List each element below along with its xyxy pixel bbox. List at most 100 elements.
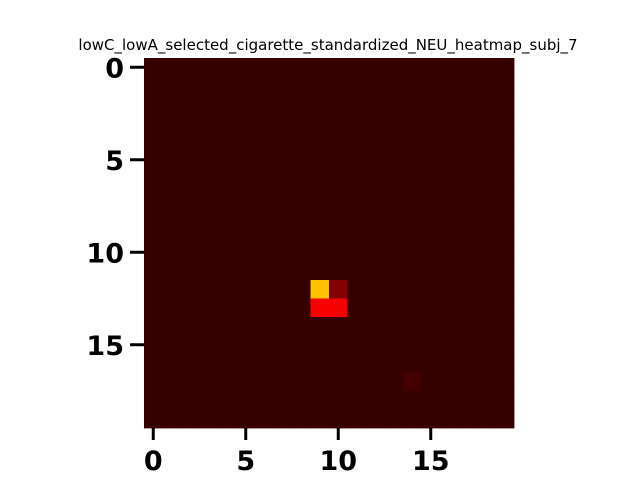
heatmap-cell-14-11 <box>347 317 367 336</box>
heatmap-cell-1-10 <box>329 76 348 96</box>
heatmap-cell-3-18 <box>477 113 496 133</box>
heatmap-cell-12-10 <box>329 280 348 299</box>
heatmap-cell-15-6 <box>255 335 274 355</box>
heatmap-cell-5-8 <box>292 150 311 170</box>
heatmap-cell-18-18 <box>477 391 496 410</box>
heatmap-cell-5-5 <box>236 150 256 170</box>
heatmap-cell-6-11 <box>347 169 367 188</box>
heatmap-cell-2-5 <box>236 95 256 114</box>
x-tick-label-10: 10 <box>319 446 357 477</box>
heatmap-cell-18-2 <box>181 391 200 410</box>
heatmap-cell-13-6 <box>255 298 274 318</box>
heatmap-cell-19-7 <box>273 409 293 429</box>
heatmap-cell-14-13 <box>384 317 404 336</box>
heatmap-cell-1-7 <box>273 76 293 96</box>
heatmap-cell-12-13 <box>384 280 404 299</box>
heatmap-cell-5-9 <box>310 150 330 170</box>
heatmap-cell-8-1 <box>162 206 182 225</box>
heatmap-cell-3-5 <box>236 113 256 133</box>
heatmap-cell-9-9 <box>310 224 330 244</box>
heatmap-cell-8-7 <box>273 206 293 225</box>
heatmap-cell-0-5 <box>236 58 256 77</box>
heatmap-cell-8-13 <box>384 206 404 225</box>
heatmap-cell-4-2 <box>181 132 200 151</box>
heatmap-cell-2-19 <box>495 95 515 114</box>
heatmap-cell-12-5 <box>236 280 256 299</box>
heatmap-cell-1-0 <box>144 76 163 96</box>
heatmap-cell-7-8 <box>292 187 311 207</box>
heatmap-cell-12-16 <box>440 280 459 299</box>
heatmap-cell-17-3 <box>199 372 219 392</box>
heatmap-cell-16-1 <box>162 354 182 373</box>
heatmap-cell-4-6 <box>255 132 274 151</box>
heatmap-cell-11-17 <box>458 261 478 281</box>
heatmap-cell-5-10 <box>329 150 348 170</box>
heatmap-cell-16-5 <box>236 354 256 373</box>
heatmap-cell-15-1 <box>162 335 182 355</box>
heatmap-cell-12-4 <box>218 280 237 299</box>
heatmap-cell-12-3 <box>199 280 219 299</box>
heatmap-cell-6-19 <box>495 169 515 188</box>
heatmap-cell-6-2 <box>181 169 200 188</box>
heatmap-cell-9-7 <box>273 224 293 244</box>
heatmap-cell-3-12 <box>366 113 385 133</box>
heatmap-cell-2-13 <box>384 95 404 114</box>
heatmap-cell-18-4 <box>218 391 237 410</box>
heatmap-cell-2-15 <box>421 95 441 114</box>
heatmap-cell-0-19 <box>495 58 515 77</box>
heatmap-cell-17-7 <box>273 372 293 392</box>
heatmap-cell-7-6 <box>255 187 274 207</box>
heatmap-cell-7-2 <box>181 187 200 207</box>
heatmap-cell-13-0 <box>144 298 163 318</box>
heatmap-cell-17-17 <box>458 372 478 392</box>
heatmap-cell-0-8 <box>292 58 311 77</box>
heatmap-cell-11-10 <box>329 261 348 281</box>
heatmap-cell-12-1 <box>162 280 182 299</box>
heatmap-cell-12-18 <box>477 280 496 299</box>
heatmap-cell-5-0 <box>144 150 163 170</box>
heatmap-cell-7-10 <box>329 187 348 207</box>
heatmap-cell-8-16 <box>440 206 459 225</box>
heatmap-cell-7-1 <box>162 187 182 207</box>
heatmap-cell-19-9 <box>310 409 330 429</box>
heatmap-cell-6-0 <box>144 169 163 188</box>
heatmap-cell-12-19 <box>495 280 515 299</box>
heatmap-cell-2-11 <box>347 95 367 114</box>
heatmap-cell-18-9 <box>310 391 330 410</box>
heatmap-cell-11-6 <box>255 261 274 281</box>
heatmap-cell-1-9 <box>310 76 330 96</box>
heatmap-cell-4-1 <box>162 132 182 151</box>
heatmap-cell-10-17 <box>458 243 478 262</box>
heatmap-cell-13-12 <box>366 298 385 318</box>
heatmap-cell-5-1 <box>162 150 182 170</box>
heatmap-cell-4-17 <box>458 132 478 151</box>
heatmap-cell-16-9 <box>310 354 330 373</box>
heatmap-cell-9-19 <box>495 224 515 244</box>
heatmap-cell-14-17 <box>458 317 478 336</box>
heatmap-cell-5-4 <box>218 150 237 170</box>
heatmap-cell-12-2 <box>181 280 200 299</box>
heatmap-cell-16-15 <box>421 354 441 373</box>
heatmap-cell-16-11 <box>347 354 367 373</box>
heatmap-cells <box>144 58 515 429</box>
heatmap-cell-3-19 <box>495 113 515 133</box>
heatmap-cell-1-2 <box>181 76 200 96</box>
heatmap-cell-15-16 <box>440 335 459 355</box>
heatmap-cell-11-14 <box>403 261 422 281</box>
heatmap-cell-13-13 <box>384 298 404 318</box>
heatmap-cell-2-0 <box>144 95 163 114</box>
heatmap-cell-12-6 <box>255 280 274 299</box>
heatmap-cell-14-0 <box>144 317 163 336</box>
heatmap-cell-3-17 <box>458 113 478 133</box>
heatmap-cell-6-7 <box>273 169 293 188</box>
heatmap-cell-13-1 <box>162 298 182 318</box>
heatmap-cell-17-18 <box>477 372 496 392</box>
heatmap-cell-5-3 <box>199 150 219 170</box>
heatmap-cell-0-6 <box>255 58 274 77</box>
heatmap-cell-0-7 <box>273 58 293 77</box>
heatmap-cell-12-9 <box>310 280 330 299</box>
heatmap-cell-8-18 <box>477 206 496 225</box>
heatmap-cell-17-19 <box>495 372 515 392</box>
heatmap-cell-14-6 <box>255 317 274 336</box>
heatmap-cell-14-10 <box>329 317 348 336</box>
